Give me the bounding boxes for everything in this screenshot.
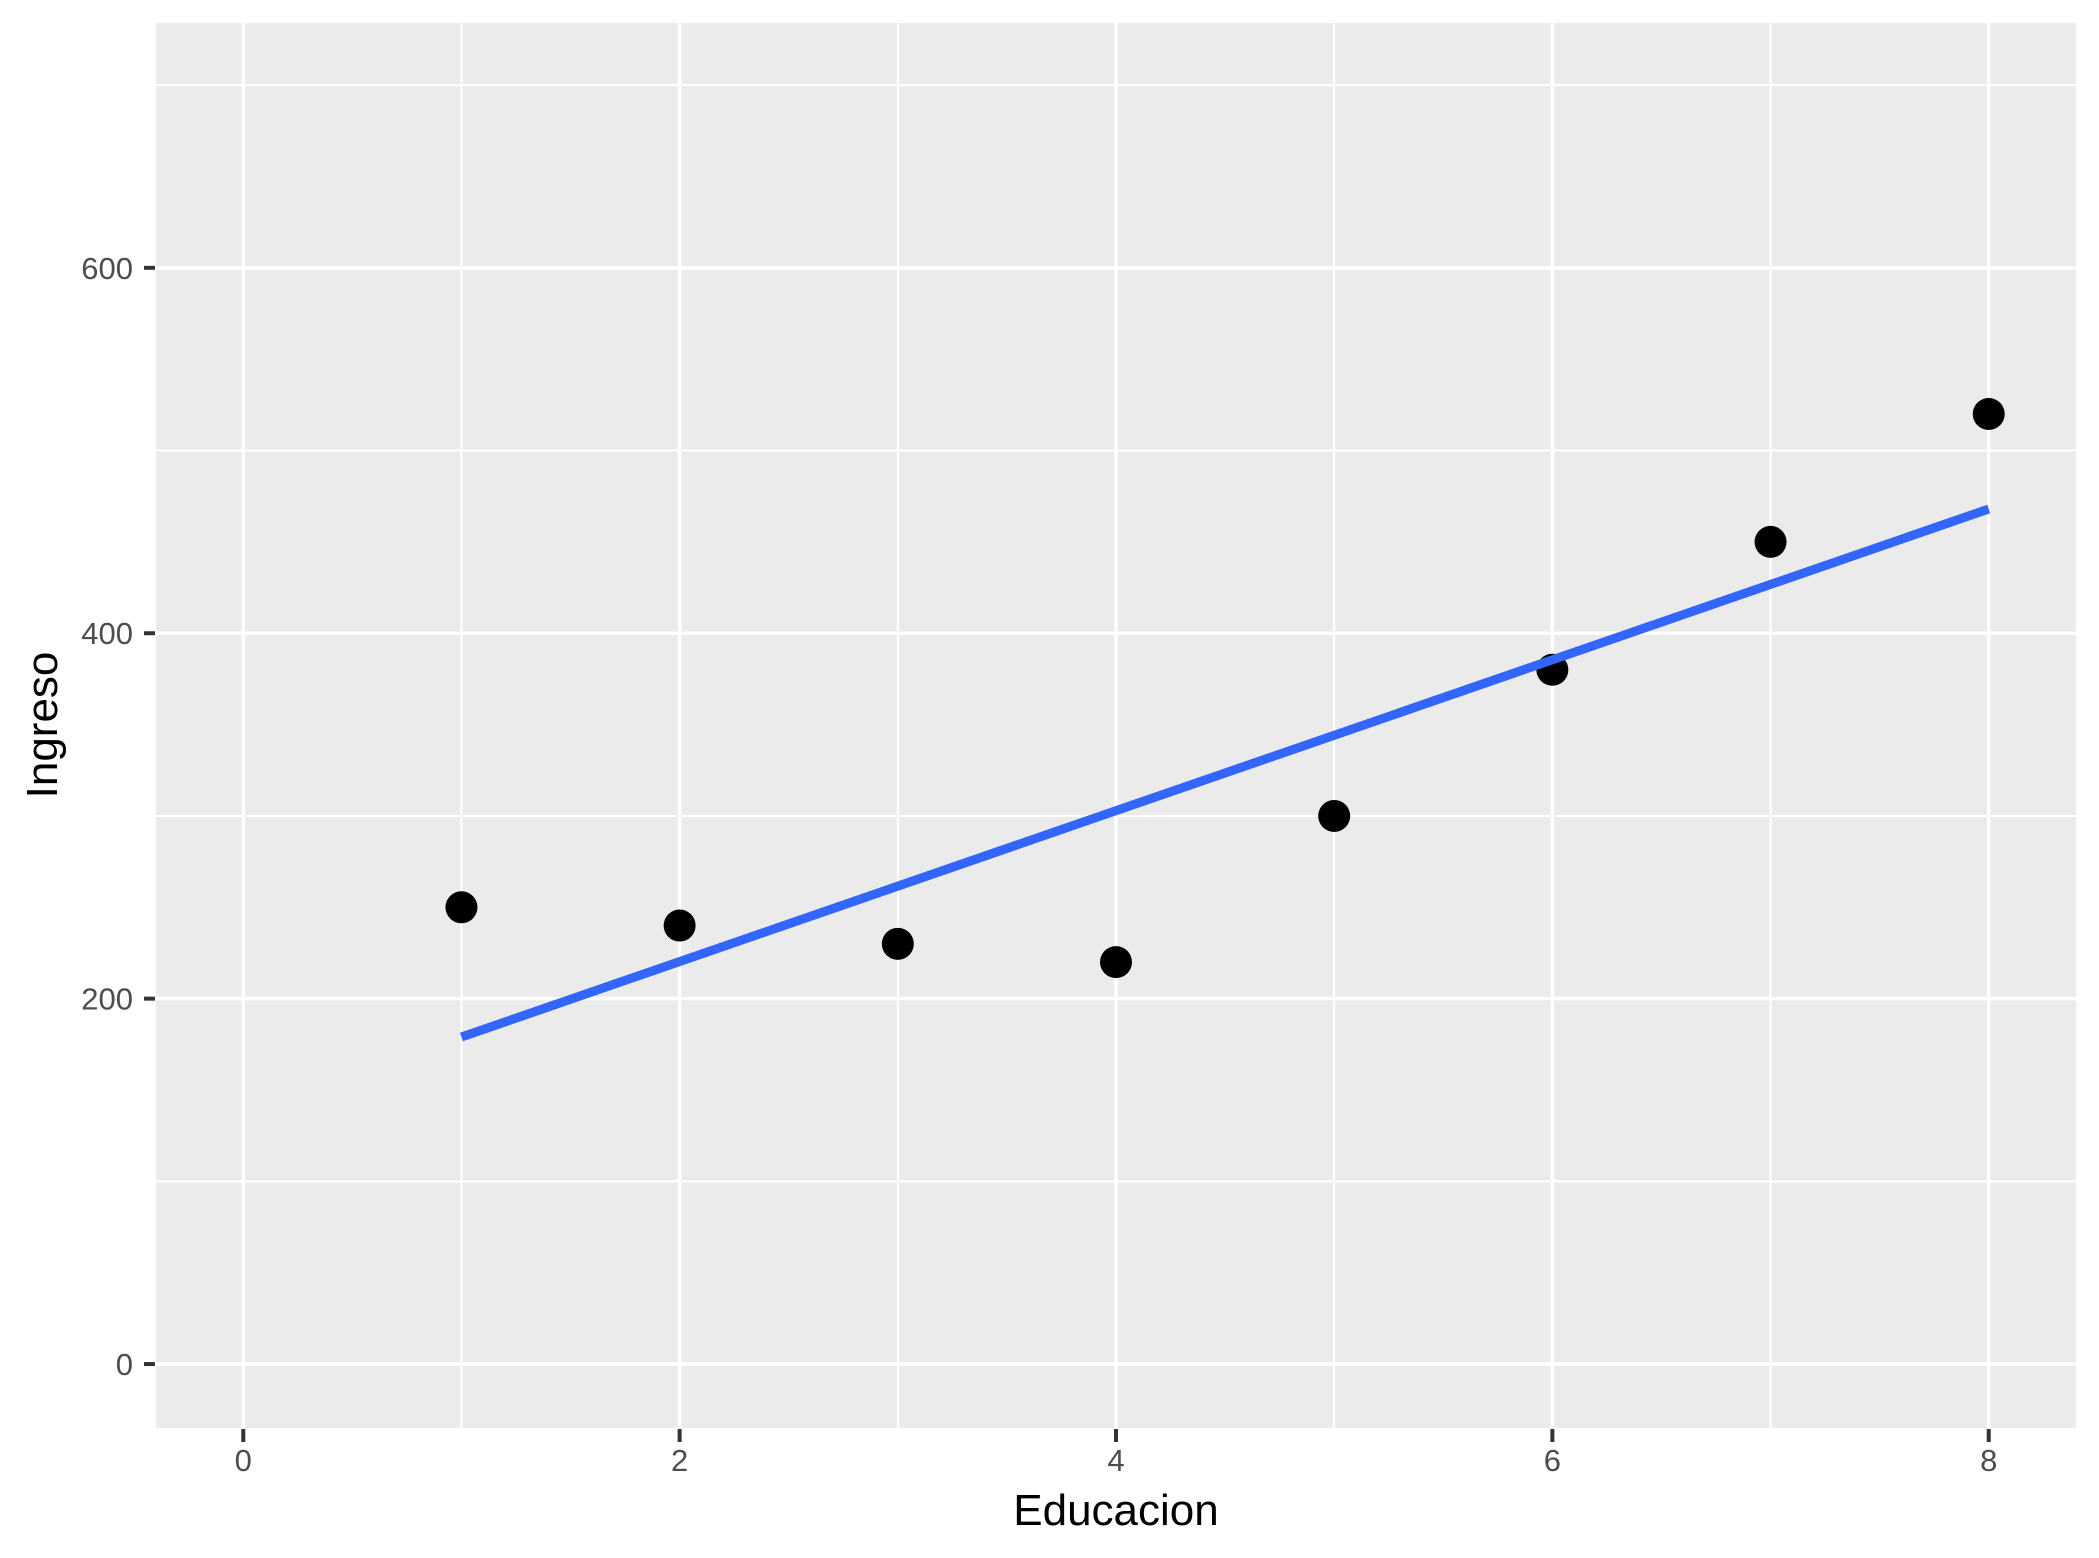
x-axis-tick-marks xyxy=(241,1429,1991,1442)
x-tick-label: 6 xyxy=(1544,1443,1561,1478)
y-axis-title: Ingreso xyxy=(18,652,67,799)
x-tick-label: 4 xyxy=(1107,1443,1124,1478)
major-gridlines xyxy=(156,23,2076,1428)
data-point xyxy=(1100,946,1132,979)
x-tick-label: 8 xyxy=(1980,1443,1997,1478)
regression-line xyxy=(459,504,1991,1042)
x-tick-label: 0 xyxy=(235,1443,252,1478)
y-axis-tick-marks xyxy=(144,265,155,1367)
data-point xyxy=(663,909,696,942)
y-tick-label: 600 xyxy=(81,251,133,286)
data-point xyxy=(445,891,478,924)
y-tick-label: 400 xyxy=(81,616,133,651)
y-axis-tick-labels: 0 200 400 600 xyxy=(81,251,133,1382)
y-tick-label: 200 xyxy=(81,982,133,1017)
x-axis-tick-labels: 0 2 4 6 8 xyxy=(235,1443,1998,1478)
x-axis-title: Educacion xyxy=(1013,1486,1218,1535)
data-point xyxy=(1318,799,1351,832)
data-point xyxy=(881,927,914,960)
y-tick-label: 0 xyxy=(116,1347,133,1382)
x-tick-label: 2 xyxy=(671,1443,688,1478)
data-point xyxy=(1754,525,1787,558)
data-point xyxy=(1972,397,2005,430)
